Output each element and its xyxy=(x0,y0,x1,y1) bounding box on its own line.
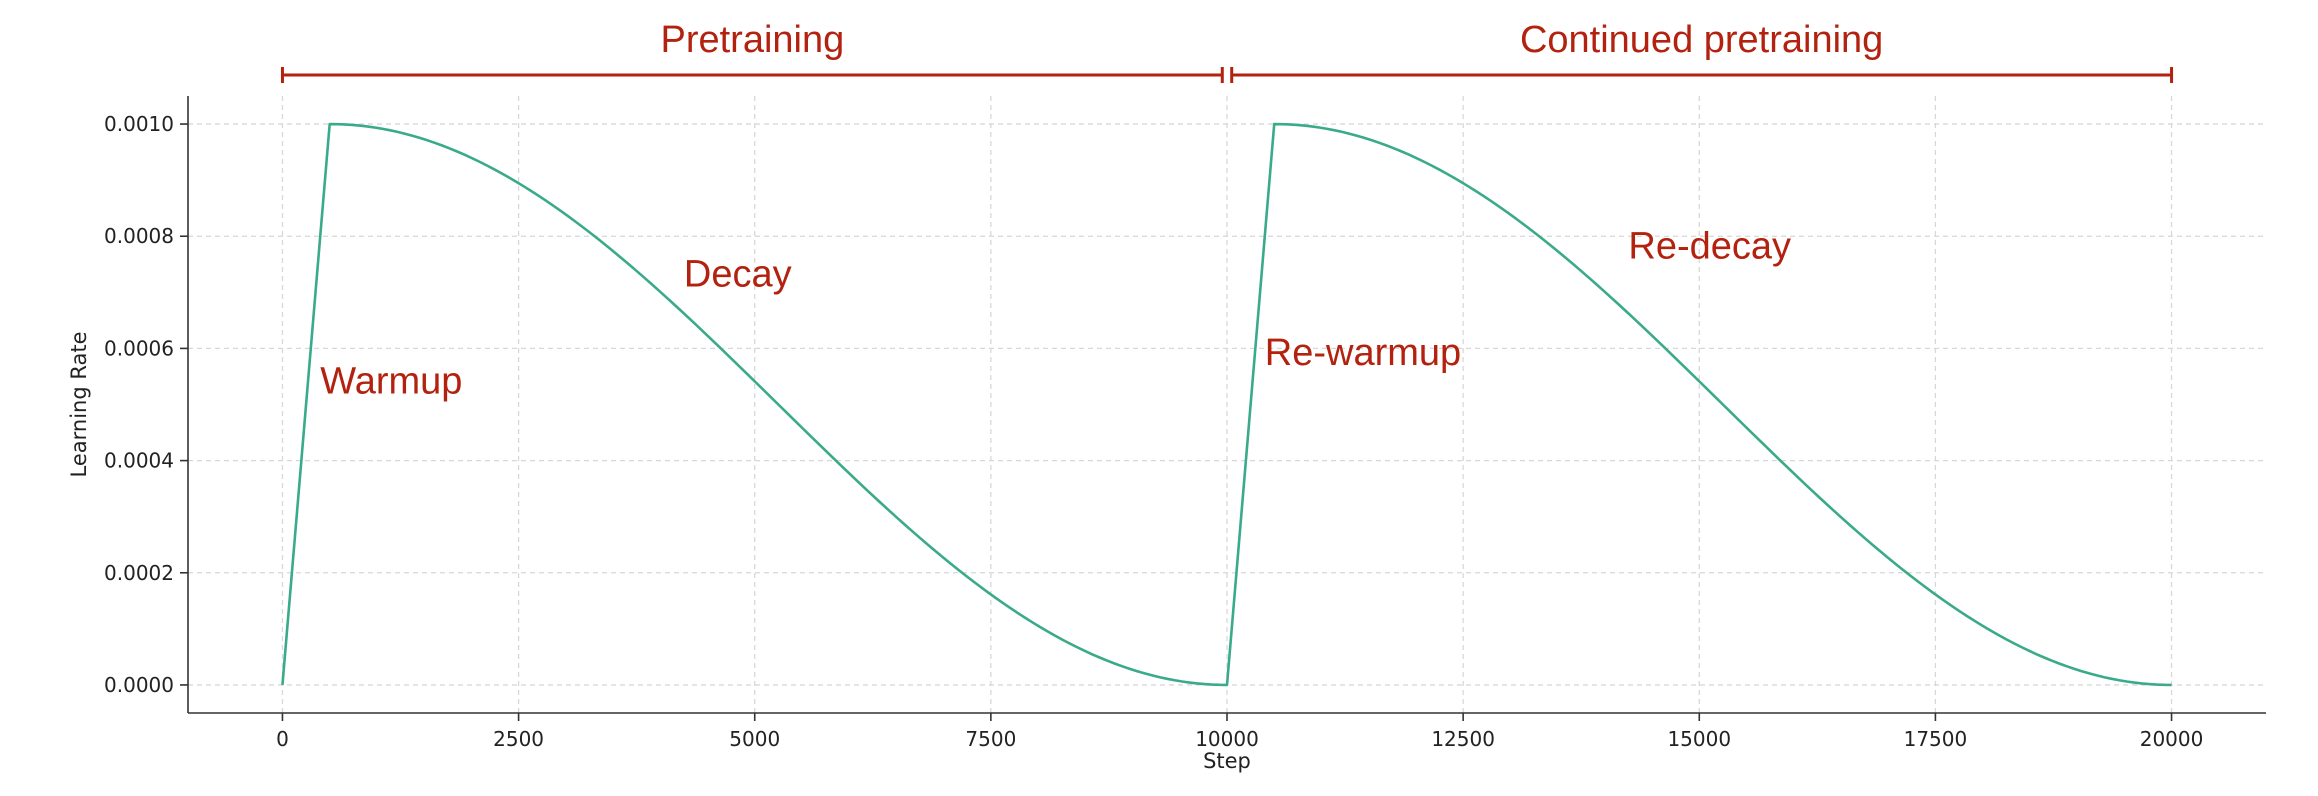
x-tick-label: 12500 xyxy=(1431,727,1495,751)
y-tick-label: 0.0000 xyxy=(104,673,174,697)
phase-annotation: Warmup xyxy=(320,360,462,402)
grid xyxy=(188,96,2266,713)
y-tick-label: 0.0008 xyxy=(104,224,174,248)
phase-brackets: Pretraining Continued pretraining xyxy=(280,19,2174,83)
x-tick-label: 15000 xyxy=(1667,727,1731,751)
x-tick-label: 17500 xyxy=(1904,727,1968,751)
x-tick-label: 5000 xyxy=(729,727,780,751)
learning-rate-line xyxy=(281,122,2172,687)
x-tick-label: 0 xyxy=(276,727,289,751)
y-tick-label: 0.0010 xyxy=(104,112,174,136)
y-tick-label: 0.0006 xyxy=(104,336,174,360)
series-layer xyxy=(281,122,2172,687)
x-tick-label: 10000 xyxy=(1195,727,1259,751)
phase-annotation: Re-decay xyxy=(1628,226,1791,268)
y-tick-label: 0.0002 xyxy=(104,561,174,585)
phase-label: Pretraining xyxy=(660,19,844,61)
x-tick-label: 7500 xyxy=(965,727,1016,751)
x-tick-label: 20000 xyxy=(2140,727,2204,751)
y-tick-label: 0.0004 xyxy=(104,449,174,473)
y-axis-label: Learning Rate xyxy=(67,332,91,478)
axes: 0 2500 5000 7500 10000 12500 15000 17500 20000 0.… xyxy=(104,96,2266,751)
phase-label: Continued pretraining xyxy=(1520,19,1883,61)
phase-annotation: Decay xyxy=(684,254,792,296)
annotations: Warmup Decay Re-warmup Re-decay xyxy=(320,226,1791,403)
x-axis-label: Step xyxy=(1203,749,1251,773)
phase-annotation: Re-warmup xyxy=(1265,332,1461,374)
x-tick-label: 2500 xyxy=(493,727,544,751)
